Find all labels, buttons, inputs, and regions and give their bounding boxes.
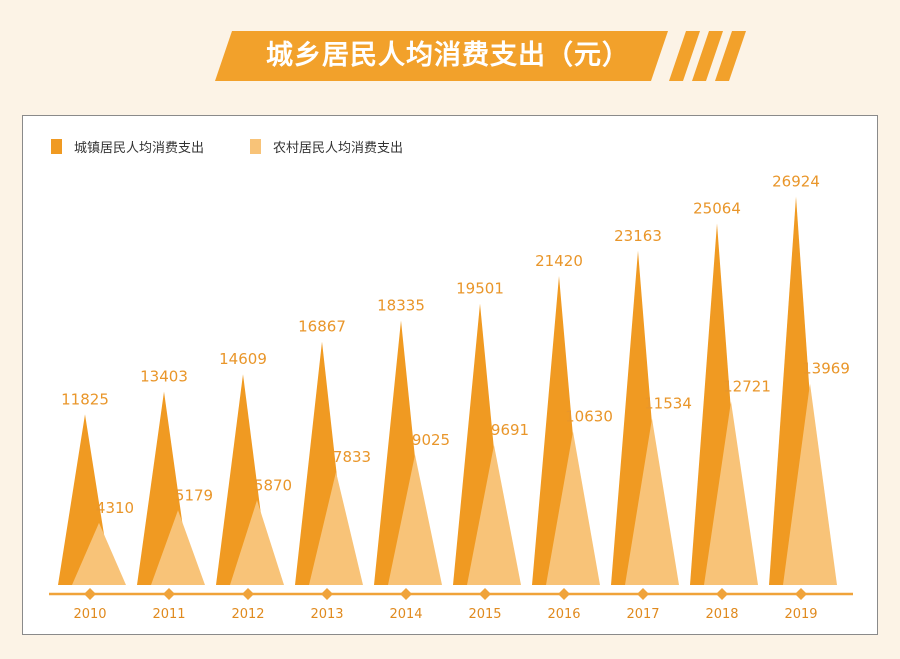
bar-rural-2014 bbox=[388, 454, 442, 585]
bar-rural-2013 bbox=[309, 471, 363, 585]
data-label-rural-2013: 7833 bbox=[333, 448, 371, 466]
data-label-urban-2017: 23163 bbox=[614, 227, 662, 245]
page-title: 城乡居民人均消费支出（元） bbox=[266, 40, 630, 71]
x-tick-label-2018: 2018 bbox=[705, 607, 738, 622]
axis-marker-2017 bbox=[637, 588, 649, 600]
bar-rural-2017 bbox=[625, 418, 679, 585]
bar-rural-2010 bbox=[72, 522, 126, 585]
bar-rural-2019 bbox=[783, 383, 837, 585]
data-label-urban-2014: 18335 bbox=[377, 296, 425, 314]
chart-canvas: 11825 4310 2010 13403 5179 2011 14609 5870 2012 1… bbox=[49, 173, 853, 622]
data-label-rural-2017: 11534 bbox=[644, 395, 692, 413]
chart-panel: 11825 4310 2010 13403 5179 2011 14609 5870 2012 1… bbox=[22, 115, 878, 635]
axis-marker-2011 bbox=[163, 588, 175, 600]
data-label-urban-2016: 21420 bbox=[535, 252, 583, 270]
data-label-rural-2016: 10630 bbox=[565, 408, 613, 426]
title-banner: 城乡居民人均消费支出（元） bbox=[0, 0, 900, 100]
bar-rural-2018 bbox=[704, 401, 758, 585]
data-label-rural-2011: 5179 bbox=[175, 486, 213, 504]
bar-rural-2015 bbox=[467, 445, 521, 585]
data-label-rural-2019: 13969 bbox=[802, 359, 850, 377]
data-label-urban-2013: 16867 bbox=[298, 318, 346, 336]
x-tick-label-2012: 2012 bbox=[231, 607, 264, 622]
legend-label-urban: 城镇居民人均消费支出 bbox=[74, 140, 205, 156]
data-label-rural-2014: 9025 bbox=[412, 431, 450, 449]
bar-rural-2011 bbox=[151, 510, 205, 585]
data-label-rural-2010: 4310 bbox=[96, 499, 134, 517]
bar-rural-2012 bbox=[230, 500, 284, 585]
data-label-rural-2015: 9691 bbox=[491, 421, 529, 439]
chart-legend: 城镇居民人均消费支出 农村居民人均消费支出 bbox=[51, 136, 449, 156]
data-label-urban-2011: 13403 bbox=[140, 368, 188, 386]
axis-marker-2010 bbox=[84, 588, 96, 600]
data-label-urban-2019: 26924 bbox=[772, 173, 820, 191]
legend-item-rural: 农村居民人均消费支出 bbox=[250, 137, 403, 156]
data-label-urban-2018: 25064 bbox=[693, 199, 741, 217]
title-banner-shape bbox=[215, 31, 746, 81]
legend-swatch-rural bbox=[250, 138, 262, 154]
legend-item-urban: 城镇居民人均消费支出 bbox=[51, 137, 204, 156]
axis-marker-2016 bbox=[558, 588, 570, 600]
axis-marker-2019 bbox=[795, 588, 807, 600]
data-label-urban-2010: 11825 bbox=[61, 390, 109, 408]
legend-swatch-urban bbox=[51, 138, 62, 154]
axis-marker-2014 bbox=[400, 588, 412, 600]
data-label-urban-2015: 19501 bbox=[456, 280, 504, 298]
x-tick-label-2015: 2015 bbox=[468, 607, 501, 622]
data-label-rural-2018: 12721 bbox=[723, 377, 771, 395]
x-tick-label-2017: 2017 bbox=[626, 607, 659, 622]
data-label-rural-2012: 5870 bbox=[254, 476, 292, 494]
axis-marker-2015 bbox=[479, 588, 491, 600]
x-tick-label-2011: 2011 bbox=[152, 607, 185, 622]
bar-rural-2016 bbox=[546, 431, 600, 585]
axis-marker-2013 bbox=[321, 588, 333, 600]
data-label-urban-2012: 14609 bbox=[219, 350, 267, 368]
axis-marker-2018 bbox=[716, 588, 728, 600]
legend-label-rural: 农村居民人均消费支出 bbox=[273, 140, 404, 156]
axis-marker-2012 bbox=[242, 588, 254, 600]
x-tick-label-2013: 2013 bbox=[310, 607, 343, 622]
x-tick-label-2010: 2010 bbox=[73, 607, 106, 622]
x-tick-label-2016: 2016 bbox=[547, 607, 580, 622]
x-tick-label-2014: 2014 bbox=[389, 607, 422, 622]
x-tick-label-2019: 2019 bbox=[784, 607, 817, 622]
